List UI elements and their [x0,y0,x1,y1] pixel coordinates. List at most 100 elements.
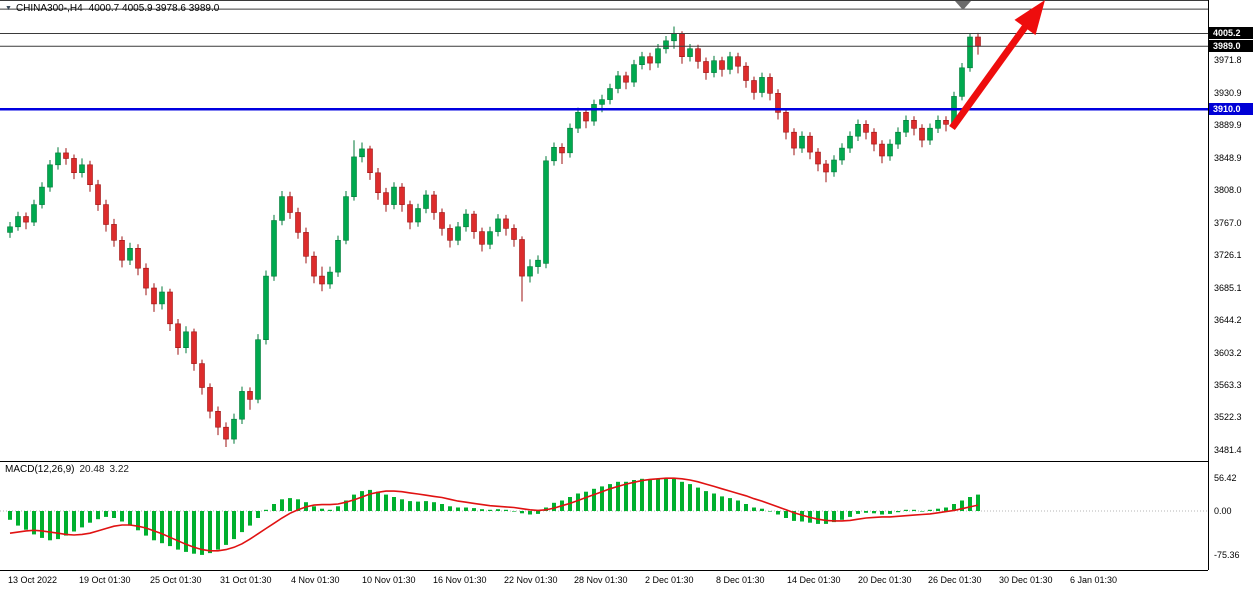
macd-bar [528,511,532,515]
candle-body [767,77,773,94]
candle-body [431,194,437,213]
time-label: 25 Oct 01:30 [150,575,202,585]
macd-panel[interactable]: MACD(12,26,9) 20.48 3.22 [0,462,1208,571]
macd-bar [520,511,524,514]
macd-bar [352,494,356,511]
macd-bar [504,509,508,511]
price-tick-label: 3767.0 [1214,218,1242,228]
candle-body [567,127,573,154]
candle-body [295,212,301,233]
candle-body [687,48,693,57]
time-axis[interactable]: 13 Oct 2022 19 Oct 01:30 25 Oct 01:30 31 Oc… [0,571,1253,594]
candle-body [327,271,333,285]
macd-bar [824,511,828,524]
candle-body [495,218,501,232]
candle-body [519,239,525,277]
time-label: 31 Oct 01:30 [220,575,272,585]
candle-body [871,131,877,145]
macd-bar [160,511,164,544]
candle-body [807,135,813,153]
candle-body [119,240,125,261]
macd-bar [744,504,748,511]
candle-body [855,124,861,137]
candle-body [63,152,69,159]
candlestick-chart[interactable] [0,0,1208,461]
chart-dropdown-icon[interactable]: ▼ [5,5,12,12]
candle-body [87,164,93,186]
macd-chart[interactable] [0,462,1208,570]
time-label: 6 Jan 01:30 [1070,575,1118,585]
macd-bar [960,500,964,511]
candle-body [607,88,613,100]
time-label: 10 Nov 01:30 [362,575,416,585]
price-tick-label: 3522.3 [1214,412,1242,422]
macd-bar [864,511,868,513]
macd-bar [96,511,100,520]
macd-bar [128,511,132,526]
candle-body [823,163,829,173]
macd-bar [488,509,492,511]
candle-body [967,36,973,69]
macd-bar [664,478,668,511]
trend-arrow[interactable] [949,0,1045,131]
candle-body [79,164,85,174]
time-label: 13 Oct 2022 [8,575,58,585]
macd-bar [240,511,244,533]
macd-bar [784,511,788,518]
price-badge-3989.0: 3989.0 [1209,40,1253,52]
macd-bar [904,509,908,511]
candle-body [439,212,445,229]
macd-bar [64,511,68,536]
macd-bar [832,511,836,523]
candle-body [383,192,389,205]
candle-body [703,61,709,73]
main-chart-area[interactable]: ▼ CHINA300-,H4 4000.7 4005.9 3978.6 3989.0 [0,0,1208,462]
candle-body [335,240,341,273]
macd-bar [88,511,92,523]
candle-body [943,120,949,125]
candle-body [847,135,853,149]
candle-body [247,391,253,400]
candle-body [111,224,117,241]
macd-bar [280,499,284,511]
top-marker-icon[interactable] [955,1,971,10]
candle-body [7,226,13,233]
macd-bar [232,511,236,540]
macd-histogram [8,478,980,555]
macd-bar [648,479,652,511]
macd-bar [928,509,932,511]
macd-bar [48,511,52,541]
macd-bar [640,478,644,511]
candle-body [263,275,269,341]
macd-bar [968,497,972,511]
macd-bar [256,511,260,518]
macd-bar [392,497,396,511]
candle-body [471,213,477,232]
price-axis[interactable]: 3971.8 3930.9 3889.9 3848.9 3808.0 3767.0 3726… [1208,0,1253,570]
candle-body [207,387,213,412]
macd-bar [688,484,692,511]
candle-body [975,36,981,47]
candle-body [527,266,533,277]
candle-body [487,231,493,245]
macd-bar [472,508,476,511]
macd-bar [184,511,188,552]
candle-body [191,331,197,364]
macd-bar [760,508,764,511]
candle-body [287,196,293,213]
candle-body [839,147,845,161]
macd-bar [72,511,76,532]
macd-bar [624,481,628,512]
macd-bar [144,511,148,536]
macd-bar [208,511,212,554]
candle-body [711,60,717,73]
candle-body [887,143,893,157]
candle-body [359,148,365,158]
time-label: 30 Dec 01:30 [999,575,1053,585]
candle-body [623,75,629,83]
candle-body [503,218,509,229]
macd-bar [264,509,268,511]
price-tick-label: 3971.8 [1214,55,1242,65]
macd-bar [752,507,756,511]
candle-body [39,186,45,205]
